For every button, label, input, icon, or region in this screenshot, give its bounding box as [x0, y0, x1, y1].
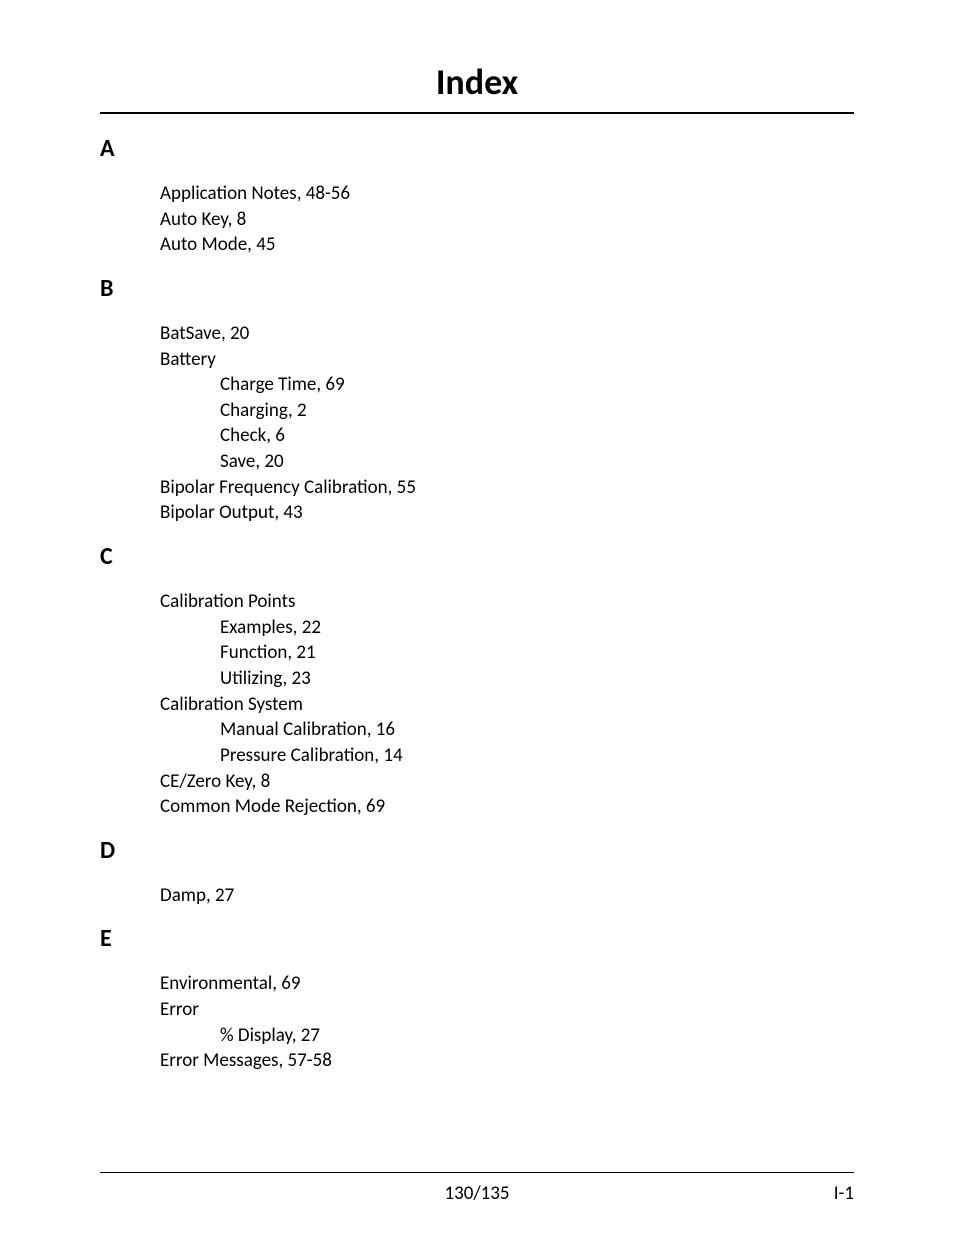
- title-rule: [100, 112, 854, 114]
- page-title: Index: [100, 60, 854, 104]
- section-entries: Environmental, 69Error% Display, 27Error…: [100, 971, 854, 1074]
- section-letter: C: [100, 542, 854, 571]
- index-sub-entry: Charge Time, 69: [220, 372, 854, 398]
- index-entry: Error: [160, 997, 854, 1023]
- index-entry: Environmental, 69: [160, 971, 854, 997]
- index-sub-entry: Manual Calibration, 16: [220, 717, 854, 743]
- index-entry: Application Notes, 48-56: [160, 181, 854, 207]
- index-entry: Auto Key, 8: [160, 207, 854, 233]
- section-letter: E: [100, 924, 854, 953]
- index-entry: CE/Zero Key, 8: [160, 769, 854, 795]
- footer-page-number: 130/135: [444, 1182, 509, 1205]
- section-letter: D: [100, 836, 854, 865]
- index-entry: Damp, 27: [160, 883, 854, 909]
- index-entry: Calibration System: [160, 692, 854, 718]
- index-entry: BatSave, 20: [160, 321, 854, 347]
- section-entries: Calibration PointsExamples, 22Function, …: [100, 589, 854, 820]
- section-entries: Application Notes, 48-56Auto Key, 8Auto …: [100, 181, 854, 258]
- section-entries: BatSave, 20BatteryCharge Time, 69Chargin…: [100, 321, 854, 526]
- index-sub-entry: Utilizing, 23: [220, 666, 854, 692]
- index-sub-entry: % Display, 27: [220, 1023, 854, 1049]
- index-entry: Bipolar Frequency Calibration, 55: [160, 475, 854, 501]
- index-sub-entry: Pressure Calibration, 14: [220, 743, 854, 769]
- index-entry: Calibration Points: [160, 589, 854, 615]
- index-sub-entries: % Display, 27: [160, 1023, 854, 1049]
- section-letter: A: [100, 134, 854, 163]
- footer-section-number: I-1: [834, 1182, 854, 1205]
- index-entry: Common Mode Rejection, 69: [160, 794, 854, 820]
- index-sub-entry: Charging, 2: [220, 398, 854, 424]
- index-entry: Bipolar Output, 43: [160, 500, 854, 526]
- index-sub-entry: Save, 20: [220, 449, 854, 475]
- index-sub-entries: Charge Time, 69Charging, 2Check, 6Save, …: [160, 372, 854, 475]
- page-footer: 130/135 I-1: [100, 1182, 854, 1205]
- index-content: A Application Notes, 48-56Auto Key, 8Auto…: [100, 134, 854, 1074]
- section-letter: B: [100, 274, 854, 303]
- index-entry: Error Messages, 57-58: [160, 1048, 854, 1074]
- index-sub-entry: Examples, 22: [220, 615, 854, 641]
- index-sub-entry: Check, 6: [220, 423, 854, 449]
- section-entries: Damp, 27: [100, 883, 854, 909]
- index-sub-entries: Manual Calibration, 16Pressure Calibrati…: [160, 717, 854, 768]
- index-entry: Auto Mode, 45: [160, 232, 854, 258]
- footer-rule: [100, 1172, 854, 1173]
- index-sub-entries: Examples, 22Function, 21Utilizing, 23: [160, 615, 854, 692]
- index-sub-entry: Function, 21: [220, 640, 854, 666]
- index-entry: Battery: [160, 347, 854, 373]
